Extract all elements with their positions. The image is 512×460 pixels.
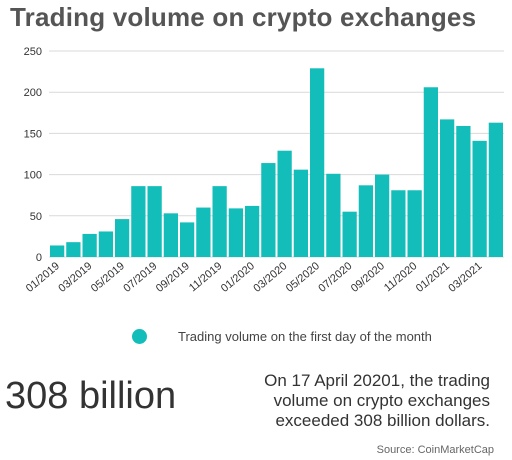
note-text: On 17 April 20201, the trading volume on… — [264, 371, 490, 430]
bars — [50, 68, 503, 257]
legend: Trading volume on the first day of the m… — [132, 329, 432, 344]
bar — [472, 140, 487, 257]
bar — [50, 245, 65, 257]
bar — [147, 186, 162, 257]
x-tick-label: 01/2021 — [414, 260, 452, 295]
bar — [488, 122, 503, 257]
y-tick-label: 150 — [24, 128, 42, 140]
x-tick-label: 09/2019 — [154, 260, 192, 295]
x-tick-label: 11/2019 — [187, 260, 225, 294]
bar — [423, 87, 438, 257]
y-tick-label: 50 — [30, 211, 42, 223]
x-tick-label: 09/2020 — [349, 260, 387, 295]
y-axis-ticks: 0 50 100 150 200 250 — [24, 46, 42, 264]
x-tick-label: 03/2021 — [446, 260, 484, 295]
y-tick-label: 250 — [24, 46, 42, 58]
bar — [228, 208, 243, 257]
x-tick-label: 11/2020 — [382, 260, 420, 294]
bar — [342, 211, 357, 257]
x-tick-label: 03/2020 — [251, 260, 289, 295]
bar — [115, 219, 130, 257]
y-tick-label: 0 — [36, 252, 42, 264]
bar — [407, 190, 422, 257]
x-tick-label: 05/2019 — [89, 260, 127, 295]
bar — [261, 163, 276, 257]
bar — [326, 173, 341, 257]
bar — [66, 242, 81, 257]
bar — [180, 222, 195, 257]
x-tick-label: 03/2019 — [56, 260, 94, 295]
bar — [277, 150, 292, 257]
bar — [358, 185, 373, 257]
x-tick-label: 07/2020 — [316, 260, 354, 295]
highlight-value: 308 billion — [5, 375, 177, 417]
bar — [131, 186, 146, 257]
bar — [245, 205, 260, 257]
x-tick-label: 01/2019 — [24, 260, 62, 295]
bar — [375, 174, 390, 257]
bar — [310, 68, 325, 257]
bar — [456, 125, 471, 257]
legend-label: Trading volume on the first day of the m… — [178, 329, 432, 344]
x-tick-label: 01/2020 — [219, 260, 257, 295]
bar — [212, 186, 227, 257]
source-text: Source: CoinMarketCap — [376, 444, 494, 456]
x-tick-label: 07/2019 — [121, 260, 159, 295]
x-tick-label: 05/2020 — [284, 260, 322, 295]
y-tick-label: 200 — [24, 87, 42, 99]
bar — [98, 231, 113, 257]
bar — [163, 213, 178, 257]
bar — [440, 119, 455, 257]
legend-swatch — [132, 329, 147, 344]
chart-title: Trading volume on crypto exchanges — [10, 2, 477, 32]
bar — [293, 169, 308, 257]
y-tick-label: 100 — [24, 170, 42, 182]
x-axis-ticks: 01/201903/201905/201907/201909/201911/20… — [24, 260, 485, 295]
bar — [82, 233, 97, 257]
bar — [391, 190, 406, 257]
bar — [196, 207, 211, 257]
